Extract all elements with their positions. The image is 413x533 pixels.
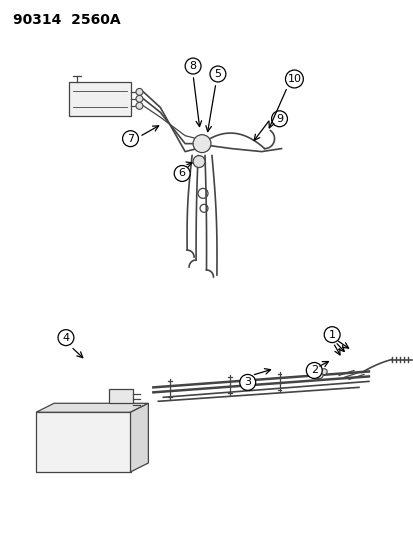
FancyBboxPatch shape	[69, 82, 130, 116]
Text: 5: 5	[214, 69, 221, 79]
Text: 8: 8	[189, 61, 196, 71]
Text: 9: 9	[275, 114, 282, 124]
Circle shape	[323, 327, 339, 343]
Circle shape	[135, 95, 142, 102]
Circle shape	[135, 88, 142, 95]
Circle shape	[185, 58, 201, 74]
Text: 3: 3	[244, 377, 251, 387]
FancyBboxPatch shape	[36, 412, 130, 472]
Circle shape	[192, 135, 211, 152]
Text: 1: 1	[328, 329, 335, 340]
Text: 10: 10	[287, 74, 301, 84]
Text: 90314  2560A: 90314 2560A	[13, 13, 121, 27]
Circle shape	[320, 369, 326, 375]
Circle shape	[122, 131, 138, 147]
Circle shape	[192, 156, 204, 167]
Circle shape	[271, 111, 287, 127]
Polygon shape	[36, 403, 148, 412]
Text: 2: 2	[310, 366, 317, 375]
Circle shape	[58, 330, 74, 345]
Polygon shape	[130, 403, 148, 472]
Text: 7: 7	[127, 134, 134, 144]
FancyBboxPatch shape	[108, 389, 132, 403]
Circle shape	[135, 102, 142, 109]
Text: 4: 4	[62, 333, 69, 343]
Circle shape	[306, 362, 321, 378]
Circle shape	[209, 66, 225, 82]
Circle shape	[285, 70, 303, 88]
Circle shape	[239, 375, 255, 390]
Circle shape	[174, 166, 190, 181]
Text: 6: 6	[178, 168, 185, 179]
Circle shape	[315, 370, 323, 378]
